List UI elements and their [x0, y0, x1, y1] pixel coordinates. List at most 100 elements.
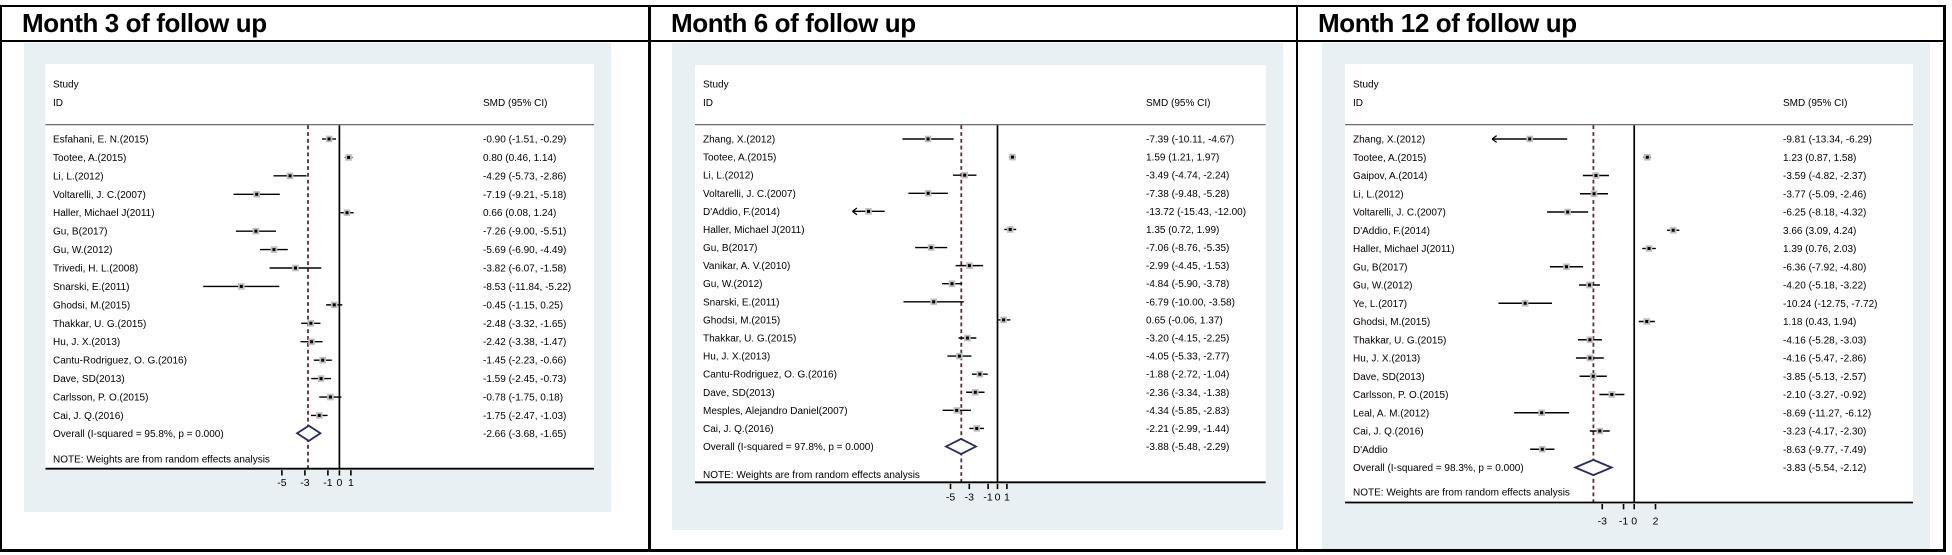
svg-text:Study: Study [53, 80, 79, 91]
svg-text:Thakkar, U. G.(2015): Thakkar, U. G.(2015) [703, 333, 796, 344]
svg-text:-2.36 (-3.34, -1.38): -2.36 (-3.34, -1.38) [1146, 388, 1229, 399]
svg-text:ID: ID [703, 98, 713, 109]
svg-text:SMD (95% CI): SMD (95% CI) [483, 98, 547, 109]
svg-text:-1: -1 [323, 477, 332, 489]
svg-text:Snarski, E.(2011): Snarski, E.(2011) [53, 282, 130, 293]
svg-text:Vanikar, A. V.(2010): Vanikar, A. V.(2010) [703, 261, 790, 272]
svg-text:Cantu-Rodriguez, O. G.(2016): Cantu-Rodriguez, O. G.(2016) [53, 356, 187, 367]
svg-text:Overall (I-squared = 98.3%, p: Overall (I-squared = 98.3%, p = 0.000) [1353, 463, 1524, 474]
svg-text:1.39 (0.76, 2.03): 1.39 (0.76, 2.03) [1783, 244, 1856, 255]
svg-text:Hu, J. X.(2013): Hu, J. X.(2013) [703, 352, 770, 363]
svg-text:2: 2 [1653, 516, 1659, 528]
svg-text:0.66 (0.08, 1.24): 0.66 (0.08, 1.24) [483, 208, 556, 219]
svg-text:-1.59 (-2.45, -0.73): -1.59 (-2.45, -0.73) [483, 374, 566, 385]
svg-text:Thakkar, U. G.(2015): Thakkar, U. G.(2015) [53, 319, 146, 330]
svg-text:-1: -1 [983, 492, 992, 504]
svg-text:0.65 (-0.06, 1.37): 0.65 (-0.06, 1.37) [1146, 315, 1223, 326]
svg-text:-6.79 (-10.00, -3.58): -6.79 (-10.00, -3.58) [1146, 297, 1235, 308]
svg-text:Gu, W.(2012): Gu, W.(2012) [53, 245, 112, 256]
svg-text:Study: Study [1353, 80, 1379, 91]
svg-text:Gaipov, A.(2014): Gaipov, A.(2014) [1353, 171, 1427, 182]
svg-text:Haller, Michael J(2011): Haller, Michael J(2011) [53, 208, 155, 219]
svg-text:SMD (95% CI): SMD (95% CI) [1783, 98, 1847, 109]
svg-text:Li, L.(2012): Li, L.(2012) [703, 171, 754, 182]
svg-text:-2.21 (-2.99, -1.44): -2.21 (-2.99, -1.44) [1146, 424, 1229, 435]
svg-text:-1: -1 [1619, 516, 1628, 528]
svg-text:1.35 (0.72, 1.99): 1.35 (0.72, 1.99) [1146, 225, 1219, 236]
svg-text:Thakkar, U. G.(2015): Thakkar, U. G.(2015) [1353, 335, 1446, 346]
svg-text:Cai, J. Q.(2016): Cai, J. Q.(2016) [703, 424, 774, 435]
svg-text:-4.20 (-5.18, -3.22): -4.20 (-5.18, -3.22) [1783, 281, 1866, 292]
svg-text:-7.06 (-8.76, -5.35): -7.06 (-8.76, -5.35) [1146, 243, 1229, 254]
svg-text:D'Addio: D'Addio [1353, 445, 1388, 456]
svg-text:Voltarelli, J. C.(2007): Voltarelli, J. C.(2007) [1353, 208, 1446, 219]
svg-text:-10.24 (-12.75, -7.72): -10.24 (-12.75, -7.72) [1783, 299, 1878, 310]
svg-text:-2.66 (-3.68, -1.65): -2.66 (-3.68, -1.65) [483, 429, 566, 440]
svg-text:Cai, J. Q.(2016): Cai, J. Q.(2016) [53, 411, 124, 422]
svg-text:Li, L.(2012): Li, L.(2012) [53, 171, 104, 182]
svg-text:Mesples, Alejandro Daniel(2007: Mesples, Alejandro Daniel(2007) [703, 406, 848, 417]
svg-text:-7.19 (-9.21, -5.18): -7.19 (-9.21, -5.18) [483, 190, 566, 201]
svg-text:Study: Study [703, 80, 729, 91]
svg-text:ID: ID [53, 98, 63, 109]
svg-text:-6.25 (-8.18, -4.32): -6.25 (-8.18, -4.32) [1783, 208, 1866, 219]
svg-text:3.66 (3.09, 4.24): 3.66 (3.09, 4.24) [1783, 226, 1856, 237]
svg-text:-4.05 (-5.33, -2.77): -4.05 (-5.33, -2.77) [1146, 352, 1229, 363]
svg-text:-3.77 (-5.09, -2.46): -3.77 (-5.09, -2.46) [1783, 189, 1866, 200]
svg-text:-5.69 (-6.90, -4.49): -5.69 (-6.90, -4.49) [483, 245, 566, 256]
svg-text:-3.49 (-4.74, -2.24): -3.49 (-4.74, -2.24) [1146, 171, 1229, 182]
svg-text:D'Addio, F.(2014): D'Addio, F.(2014) [1353, 226, 1430, 237]
svg-text:-4.84 (-5.90, -3.78): -4.84 (-5.90, -3.78) [1146, 279, 1229, 290]
svg-text:-13.72 (-15.43, -12.00): -13.72 (-15.43, -12.00) [1146, 207, 1246, 218]
svg-text:Gu, B(2017): Gu, B(2017) [703, 243, 757, 254]
svg-text:-1.75 (-2.47, -1.03): -1.75 (-2.47, -1.03) [483, 411, 566, 422]
svg-text:SMD (95% CI): SMD (95% CI) [1146, 98, 1210, 109]
svg-text:Ghodsi, M.(2015): Ghodsi, M.(2015) [703, 315, 780, 326]
svg-text:-3.88 (-5.48, -2.29): -3.88 (-5.48, -2.29) [1146, 442, 1229, 453]
svg-text:Haller, Michael J(2011): Haller, Michael J(2011) [703, 225, 805, 236]
svg-text:1: 1 [1004, 492, 1010, 504]
svg-text:Zhang, X.(2012): Zhang, X.(2012) [703, 135, 775, 146]
svg-text:-8.53 (-11.84, -5.22): -8.53 (-11.84, -5.22) [483, 282, 571, 293]
svg-text:NOTE: Weights are from random: NOTE: Weights are from random effects an… [53, 455, 270, 466]
svg-text:Tootee, A.(2015): Tootee, A.(2015) [53, 153, 126, 164]
svg-text:ID: ID [1353, 98, 1363, 109]
svg-text:Dave, SD(2013): Dave, SD(2013) [703, 388, 775, 399]
svg-text:-7.26 (-9.00, -5.51): -7.26 (-9.00, -5.51) [483, 227, 566, 238]
svg-text:-2.99 (-4.45, -1.53): -2.99 (-4.45, -1.53) [1146, 261, 1229, 272]
svg-text:NOTE: Weights are from random: NOTE: Weights are from random effects an… [1353, 488, 1570, 499]
svg-text:D'Addio, F.(2014): D'Addio, F.(2014) [703, 207, 780, 218]
svg-text:-3.83 (-5.54, -2.12): -3.83 (-5.54, -2.12) [1783, 463, 1866, 474]
svg-text:-0.45 (-1.15, 0.25): -0.45 (-1.15, 0.25) [483, 300, 563, 311]
svg-text:Gu, W.(2012): Gu, W.(2012) [1353, 281, 1412, 292]
svg-text:1.23 (0.87, 1.58): 1.23 (0.87, 1.58) [1783, 153, 1856, 164]
svg-text:-4.34 (-5.85, -2.83): -4.34 (-5.85, -2.83) [1146, 406, 1229, 417]
svg-text:1: 1 [348, 477, 354, 489]
svg-text:-2.48 (-3.32, -1.65): -2.48 (-3.32, -1.65) [483, 319, 566, 330]
svg-text:Dave, SD(2013): Dave, SD(2013) [1353, 372, 1425, 383]
svg-text:Gu, B(2017): Gu, B(2017) [53, 227, 107, 238]
svg-text:Carlsson, P. O.(2015): Carlsson, P. O.(2015) [53, 393, 148, 404]
svg-text:Gu, B(2017): Gu, B(2017) [1353, 262, 1407, 273]
svg-text:Haller, Michael J(2011): Haller, Michael J(2011) [1353, 244, 1455, 255]
svg-text:-7.38 (-9.48, -5.28): -7.38 (-9.48, -5.28) [1146, 189, 1229, 200]
svg-text:-3.85 (-5.13, -2.57): -3.85 (-5.13, -2.57) [1783, 372, 1866, 383]
svg-text:Voltarelli, J. C.(2007): Voltarelli, J. C.(2007) [53, 190, 146, 201]
svg-text:0: 0 [995, 492, 1001, 504]
svg-text:Snarski, E.(2011): Snarski, E.(2011) [703, 297, 780, 308]
svg-text:-3.82 (-6.07, -1.58): -3.82 (-6.07, -1.58) [483, 264, 566, 275]
svg-text:-6.36 (-7.92, -4.80): -6.36 (-7.92, -4.80) [1783, 262, 1866, 273]
svg-text:-3: -3 [300, 477, 309, 489]
svg-text:Zhang, X.(2012): Zhang, X.(2012) [1353, 135, 1425, 146]
svg-text:1.59 (1.21, 1.97): 1.59 (1.21, 1.97) [1146, 153, 1219, 164]
svg-text:-1.88 (-2.72, -1.04): -1.88 (-2.72, -1.04) [1146, 370, 1229, 381]
svg-text:Hu, J. X.(2013): Hu, J. X.(2013) [1353, 354, 1420, 365]
svg-text:0: 0 [336, 477, 342, 489]
svg-text:-3.23 (-4.17, -2.30): -3.23 (-4.17, -2.30) [1783, 427, 1866, 438]
svg-text:Dave, SD(2013): Dave, SD(2013) [53, 374, 125, 385]
svg-text:-0.90 (-1.51, -0.29): -0.90 (-1.51, -0.29) [483, 135, 566, 146]
svg-text:-2.42 (-3.38, -1.47): -2.42 (-3.38, -1.47) [483, 337, 566, 348]
svg-text:1.18 (0.43, 1.94): 1.18 (0.43, 1.94) [1783, 317, 1856, 328]
svg-text:Trivedi, H. L.(2008): Trivedi, H. L.(2008) [53, 264, 138, 275]
svg-text:-2.10 (-3.27, -0.92): -2.10 (-3.27, -0.92) [1783, 390, 1866, 401]
